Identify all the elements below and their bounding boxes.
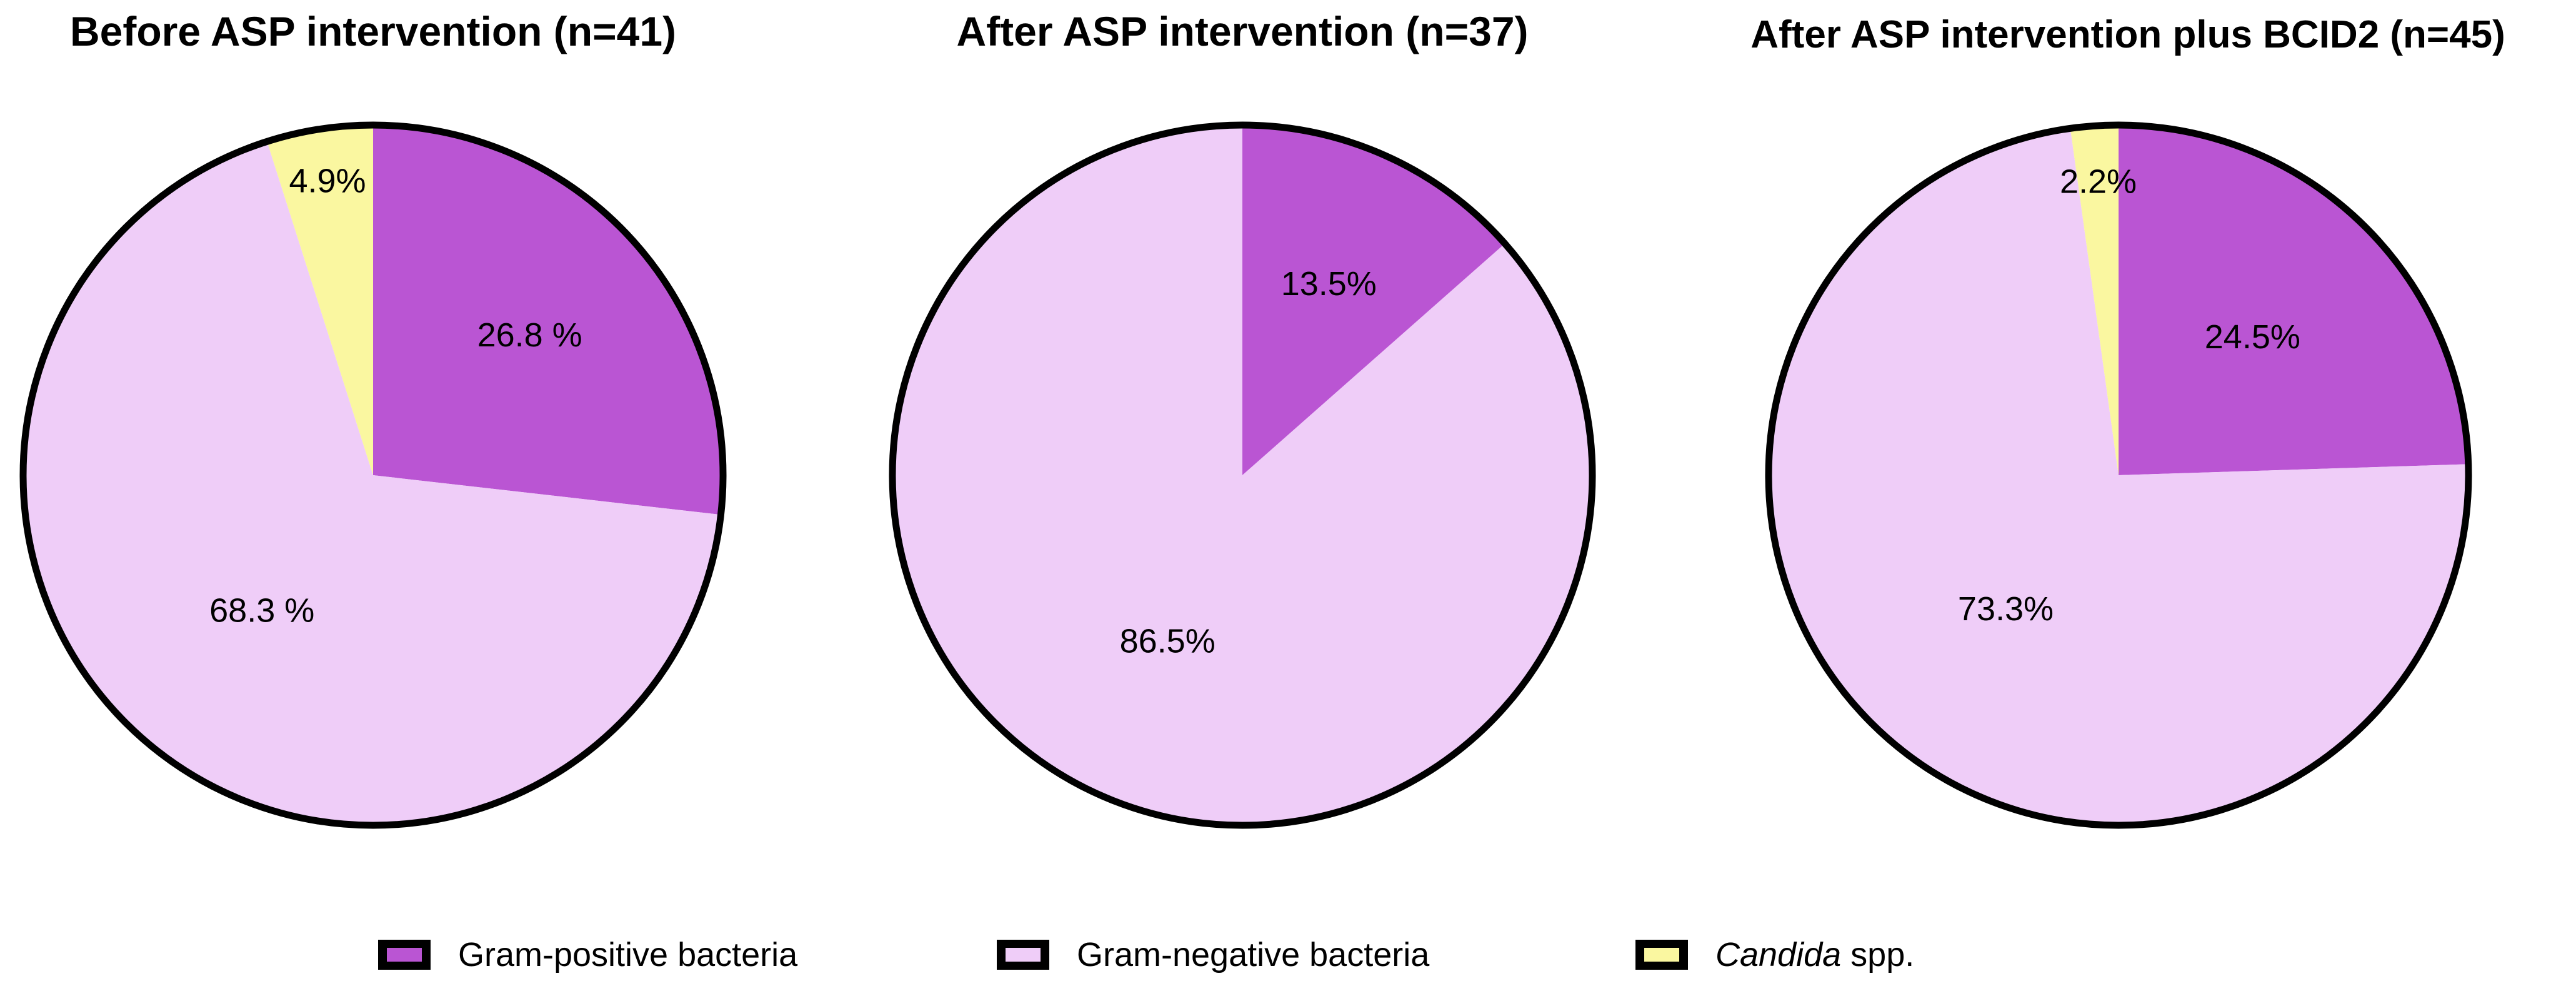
legend-label-gram-positive: Gram-positive bacteria [458, 935, 797, 974]
legend-swatch-fill [1006, 948, 1041, 962]
pie-chart-after-asp-bcid2: 24.5% 73.3% 2.2% [1765, 121, 2472, 829]
slice-label: 68.3 % [209, 591, 314, 629]
pie-title-after-asp: After ASP intervention (n=37) [956, 8, 1529, 54]
legend-item-gram-positive: Gram-positive bacteria [378, 935, 797, 974]
legend-label-italic: Candida [1715, 936, 1842, 973]
legend-swatch-fill [387, 948, 422, 962]
pie-outline [19, 121, 727, 829]
slice-label: 2.2% [2060, 163, 2137, 201]
legend-item-gram-negative: Gram-negative bacteria [997, 935, 1429, 974]
legend-label-text: Gram-negative bacteria [1077, 936, 1430, 973]
legend-item-candida: Candida spp. [1635, 935, 1914, 974]
legend: Gram-positive bacteria Gram-negative bac… [0, 935, 2576, 973]
pie-slice-candida [2070, 125, 2119, 475]
legend-swatch-gram-negative [997, 940, 1049, 970]
legend-label-candida: Candida spp. [1715, 935, 1914, 974]
pie-slice-gram_negative [23, 141, 721, 826]
legend-label-text: spp. [1841, 936, 1915, 973]
pie-chart-after-asp: 13.5% 86.5% [889, 121, 1596, 829]
pie-slice-candida [267, 125, 373, 475]
slice-label: 73.3% [1958, 590, 2054, 628]
pie-chart-before-asp: 26.8 % 68.3 % 4.9% [19, 121, 727, 829]
slice-label: 4.9% [289, 163, 366, 200]
legend-swatch-gram-positive [378, 940, 431, 970]
slice-label: 26.8 % [477, 316, 582, 354]
legend-swatch-candida [1635, 940, 1688, 970]
legend-label-text: Gram-positive bacteria [458, 936, 798, 973]
pie-title-after-asp-bcid2: After ASP intervention plus BCID2 (n=45) [1750, 13, 2505, 56]
slice-label: 24.5% [2205, 318, 2300, 356]
pie-slice-gram_positive [1242, 125, 1505, 475]
pie-slice-gram_negative [1769, 128, 2469, 826]
pie-title-before-asp: Before ASP intervention (n=41) [69, 8, 677, 54]
pie-outline [1765, 121, 2472, 829]
pie-slice-gram_positive [2119, 125, 2469, 475]
legend-swatch-fill [1644, 948, 1679, 962]
pie-outline [889, 121, 1596, 829]
pie-slice-gram_negative [892, 125, 1592, 825]
slice-label: 86.5% [1120, 622, 1216, 660]
legend-label-gram-negative: Gram-negative bacteria [1077, 935, 1429, 974]
slice-label: 13.5% [1281, 265, 1377, 303]
pie-slice-gram_positive [373, 125, 723, 515]
